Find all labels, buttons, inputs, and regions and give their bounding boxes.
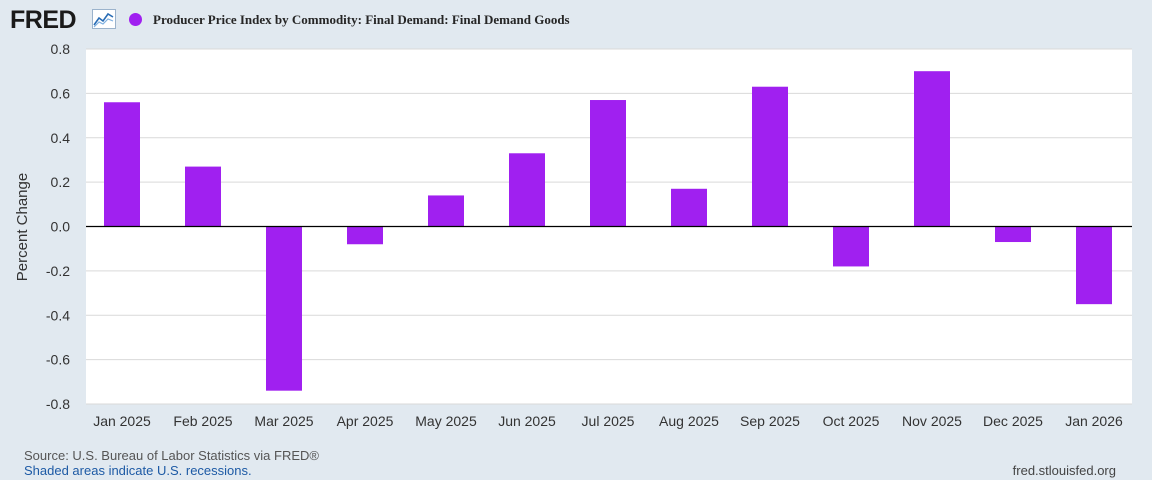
y-tick-label: 0.8	[51, 41, 71, 57]
bar-nov-2025[interactable]	[914, 71, 950, 227]
x-axis-ticks: Jan 2025 Feb 2025 Mar 2025 Apr 2025 May 2025…	[93, 413, 1123, 429]
x-tick-label: Feb 2025	[173, 413, 232, 429]
bar-jan-2026[interactable]	[1076, 226, 1112, 305]
legend-marker	[129, 13, 142, 26]
fred-graph-icon	[92, 9, 116, 29]
bar-dec-2025[interactable]	[995, 226, 1031, 243]
bar-aug-2025[interactable]	[671, 188, 707, 227]
bar-jan-2025[interactable]	[104, 102, 140, 227]
x-tick-label: Sep 2025	[740, 413, 800, 429]
gridlines	[86, 48, 1132, 405]
x-tick-label: Aug 2025	[659, 413, 719, 429]
bar-feb-2025[interactable]	[185, 166, 221, 227]
y-axis-label: Percent Change	[14, 173, 31, 281]
x-tick-label: Dec 2025	[983, 413, 1043, 429]
x-tick-label: Jun 2025	[498, 413, 556, 429]
y-tick-label: -0.2	[46, 263, 70, 279]
bar-mar-2025[interactable]	[266, 226, 302, 391]
bar-may-2025[interactable]	[428, 195, 464, 227]
bar-apr-2025[interactable]	[347, 226, 383, 245]
y-tick-label: 0.2	[51, 174, 71, 190]
x-tick-label: Apr 2025	[337, 413, 394, 429]
x-tick-label: Oct 2025	[823, 413, 880, 429]
bar-jun-2025[interactable]	[509, 153, 545, 227]
x-tick-label: Jan 2026	[1065, 413, 1123, 429]
y-tick-label: 0.6	[51, 85, 71, 101]
y-tick-label: -0.4	[46, 307, 70, 323]
x-tick-label: Nov 2025	[902, 413, 962, 429]
fred-url-link[interactable]: fred.stlouisfed.org	[1012, 463, 1116, 478]
bars	[104, 71, 1112, 391]
bar-sep-2025[interactable]	[752, 86, 788, 227]
source-note: Source: U.S. Bureau of Labor Statistics …	[24, 448, 319, 463]
x-tick-label: May 2025	[415, 413, 477, 429]
y-tick-label: 0.0	[51, 219, 71, 235]
y-tick-label: 0.4	[51, 130, 71, 146]
legend-label[interactable]: Producer Price Index by Commodity: Final…	[153, 12, 570, 27]
chart-header: FRED Producer Price Index by Commodity: …	[0, 0, 1152, 42]
bar-jul-2025[interactable]	[590, 100, 626, 227]
bar-oct-2025[interactable]	[833, 226, 869, 267]
y-tick-label: -0.6	[46, 352, 70, 368]
x-tick-label: Jul 2025	[582, 413, 635, 429]
fred-logo[interactable]: FRED	[10, 6, 77, 34]
y-axis-ticks: 0.8 0.6 0.4 0.2 0.0 -0.2 -0.4 -0.6 -0.8	[46, 41, 70, 412]
x-tick-label: Mar 2025	[254, 413, 313, 429]
x-tick-label: Jan 2025	[93, 413, 151, 429]
y-tick-label: -0.8	[46, 396, 70, 412]
recession-note-link[interactable]: Shaded areas indicate U.S. recessions.	[24, 463, 252, 478]
